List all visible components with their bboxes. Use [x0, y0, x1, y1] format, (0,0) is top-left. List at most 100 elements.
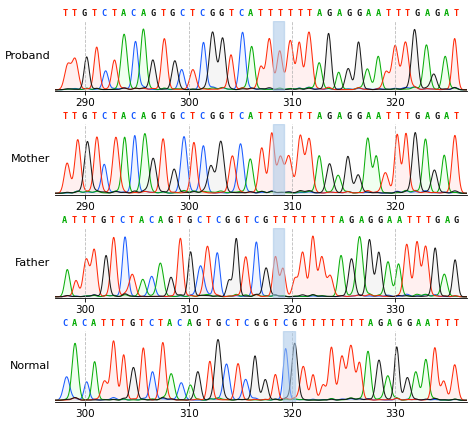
Text: T: T: [320, 216, 326, 225]
Text: A: A: [317, 9, 322, 18]
Text: A: A: [444, 112, 449, 121]
Text: A: A: [366, 9, 371, 18]
Text: G: G: [454, 216, 459, 225]
Text: T: T: [454, 112, 459, 121]
Text: G: G: [209, 9, 214, 18]
Text: T: T: [292, 216, 297, 225]
Text: G: G: [82, 9, 87, 18]
Text: G: G: [129, 319, 134, 328]
Text: T: T: [228, 112, 234, 121]
Text: T: T: [278, 112, 283, 121]
Text: T: T: [385, 112, 391, 121]
Text: G: G: [100, 216, 106, 225]
Text: T: T: [190, 112, 195, 121]
Text: A: A: [158, 216, 163, 225]
Text: T: T: [158, 319, 163, 328]
Text: A: A: [339, 216, 345, 225]
Text: T: T: [268, 9, 273, 18]
Text: Normal: Normal: [10, 362, 50, 372]
Bar: [273, 124, 284, 195]
Text: T: T: [206, 319, 211, 328]
Text: A: A: [121, 112, 126, 121]
Text: C: C: [196, 216, 201, 225]
Text: C: C: [199, 112, 205, 121]
Text: A: A: [317, 112, 322, 121]
Text: T: T: [206, 216, 211, 225]
Text: G: G: [406, 319, 411, 328]
Text: T: T: [110, 216, 115, 225]
Text: G: G: [167, 216, 173, 225]
Text: T: T: [273, 319, 278, 328]
Text: T: T: [301, 319, 306, 328]
Text: T: T: [330, 319, 335, 328]
Text: T: T: [301, 216, 306, 225]
Text: Proband: Proband: [5, 51, 50, 61]
Text: T: T: [111, 112, 117, 121]
Text: A: A: [337, 9, 342, 18]
Text: C: C: [148, 216, 154, 225]
Text: T: T: [62, 9, 67, 18]
Text: A: A: [248, 112, 254, 121]
Text: C: C: [180, 9, 185, 18]
Text: A: A: [444, 9, 449, 18]
Text: T: T: [91, 112, 97, 121]
Text: G: G: [170, 9, 175, 18]
Text: T: T: [282, 216, 287, 225]
Text: T: T: [160, 112, 165, 121]
Text: C: C: [238, 112, 244, 121]
Text: G: G: [215, 319, 220, 328]
Text: C: C: [253, 216, 258, 225]
Text: T: T: [190, 9, 195, 18]
Text: T: T: [435, 319, 440, 328]
Text: A: A: [425, 9, 430, 18]
Text: A: A: [72, 319, 77, 328]
Text: A: A: [387, 319, 392, 328]
Text: T: T: [395, 9, 401, 18]
Text: G: G: [219, 112, 224, 121]
Text: A: A: [425, 112, 430, 121]
Text: T: T: [72, 9, 77, 18]
Text: T: T: [297, 112, 302, 121]
Text: T: T: [138, 319, 144, 328]
Text: A: A: [167, 319, 173, 328]
Text: G: G: [377, 319, 383, 328]
Text: G: G: [346, 112, 352, 121]
Text: T: T: [339, 319, 345, 328]
Text: C: C: [199, 9, 205, 18]
Text: A: A: [358, 216, 364, 225]
Text: A: A: [387, 216, 392, 225]
Text: C: C: [131, 112, 136, 121]
Text: G: G: [368, 216, 373, 225]
Text: G: G: [327, 9, 332, 18]
Text: G: G: [219, 9, 224, 18]
Text: A: A: [375, 112, 381, 121]
Text: T: T: [349, 319, 354, 328]
Text: C: C: [177, 319, 182, 328]
Text: A: A: [416, 319, 421, 328]
Text: C: C: [101, 112, 107, 121]
Text: C: C: [131, 9, 136, 18]
Text: G: G: [82, 112, 87, 121]
Text: C: C: [215, 216, 220, 225]
Text: A: A: [186, 319, 191, 328]
Text: A: A: [121, 9, 126, 18]
Text: T: T: [160, 9, 165, 18]
Text: G: G: [150, 9, 155, 18]
Text: T: T: [454, 9, 459, 18]
Text: G: G: [263, 319, 268, 328]
Text: T: T: [72, 112, 77, 121]
Text: T: T: [258, 9, 264, 18]
Text: A: A: [138, 216, 144, 225]
Text: T: T: [278, 9, 283, 18]
Text: T: T: [385, 9, 391, 18]
Text: T: T: [454, 319, 459, 328]
Text: C: C: [82, 319, 87, 328]
Text: T: T: [405, 9, 410, 18]
Bar: [273, 21, 284, 91]
Text: T: T: [244, 216, 249, 225]
Text: T: T: [100, 319, 106, 328]
Text: A: A: [366, 112, 371, 121]
Text: T: T: [330, 216, 335, 225]
Text: G: G: [225, 216, 230, 225]
Text: T: T: [358, 319, 364, 328]
